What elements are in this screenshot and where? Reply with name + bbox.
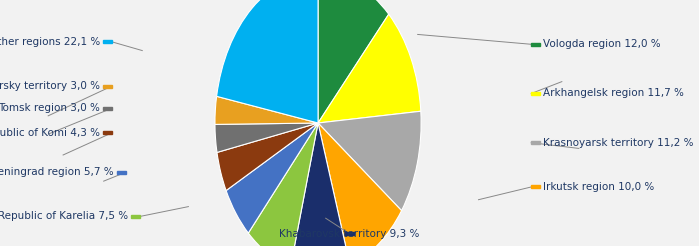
Wedge shape [215, 96, 318, 124]
Wedge shape [318, 123, 401, 246]
Wedge shape [217, 123, 318, 191]
Text: Vologda region 12,0 %: Vologda region 12,0 % [543, 39, 661, 49]
Text: Primorsky territory 3,0 %: Primorsky territory 3,0 % [0, 81, 100, 91]
Wedge shape [318, 111, 421, 211]
Text: Leningrad region 5,7 %: Leningrad region 5,7 % [0, 167, 114, 177]
Text: Other regions 22,1 %: Other regions 22,1 % [0, 37, 100, 47]
Text: Tomsk region 3,0 %: Tomsk region 3,0 % [0, 103, 100, 113]
Wedge shape [291, 123, 350, 246]
Wedge shape [217, 0, 318, 123]
Text: Khabarovsk territory 9,3 %: Khabarovsk territory 9,3 % [280, 229, 419, 239]
Text: Arkhangelsk region 11,7 %: Arkhangelsk region 11,7 % [543, 89, 684, 98]
Text: Krasnoyarsk territory 11,2 %: Krasnoyarsk territory 11,2 % [543, 138, 693, 148]
Text: Republic of Komi 4,3 %: Republic of Komi 4,3 % [0, 128, 100, 138]
Wedge shape [248, 123, 318, 246]
Text: Republic of Karelia 7,5 %: Republic of Karelia 7,5 % [0, 212, 128, 221]
Wedge shape [318, 0, 389, 123]
Wedge shape [215, 123, 318, 153]
Wedge shape [226, 123, 318, 233]
Wedge shape [318, 14, 421, 123]
Text: Irkutsk region 10,0 %: Irkutsk region 10,0 % [543, 182, 654, 192]
